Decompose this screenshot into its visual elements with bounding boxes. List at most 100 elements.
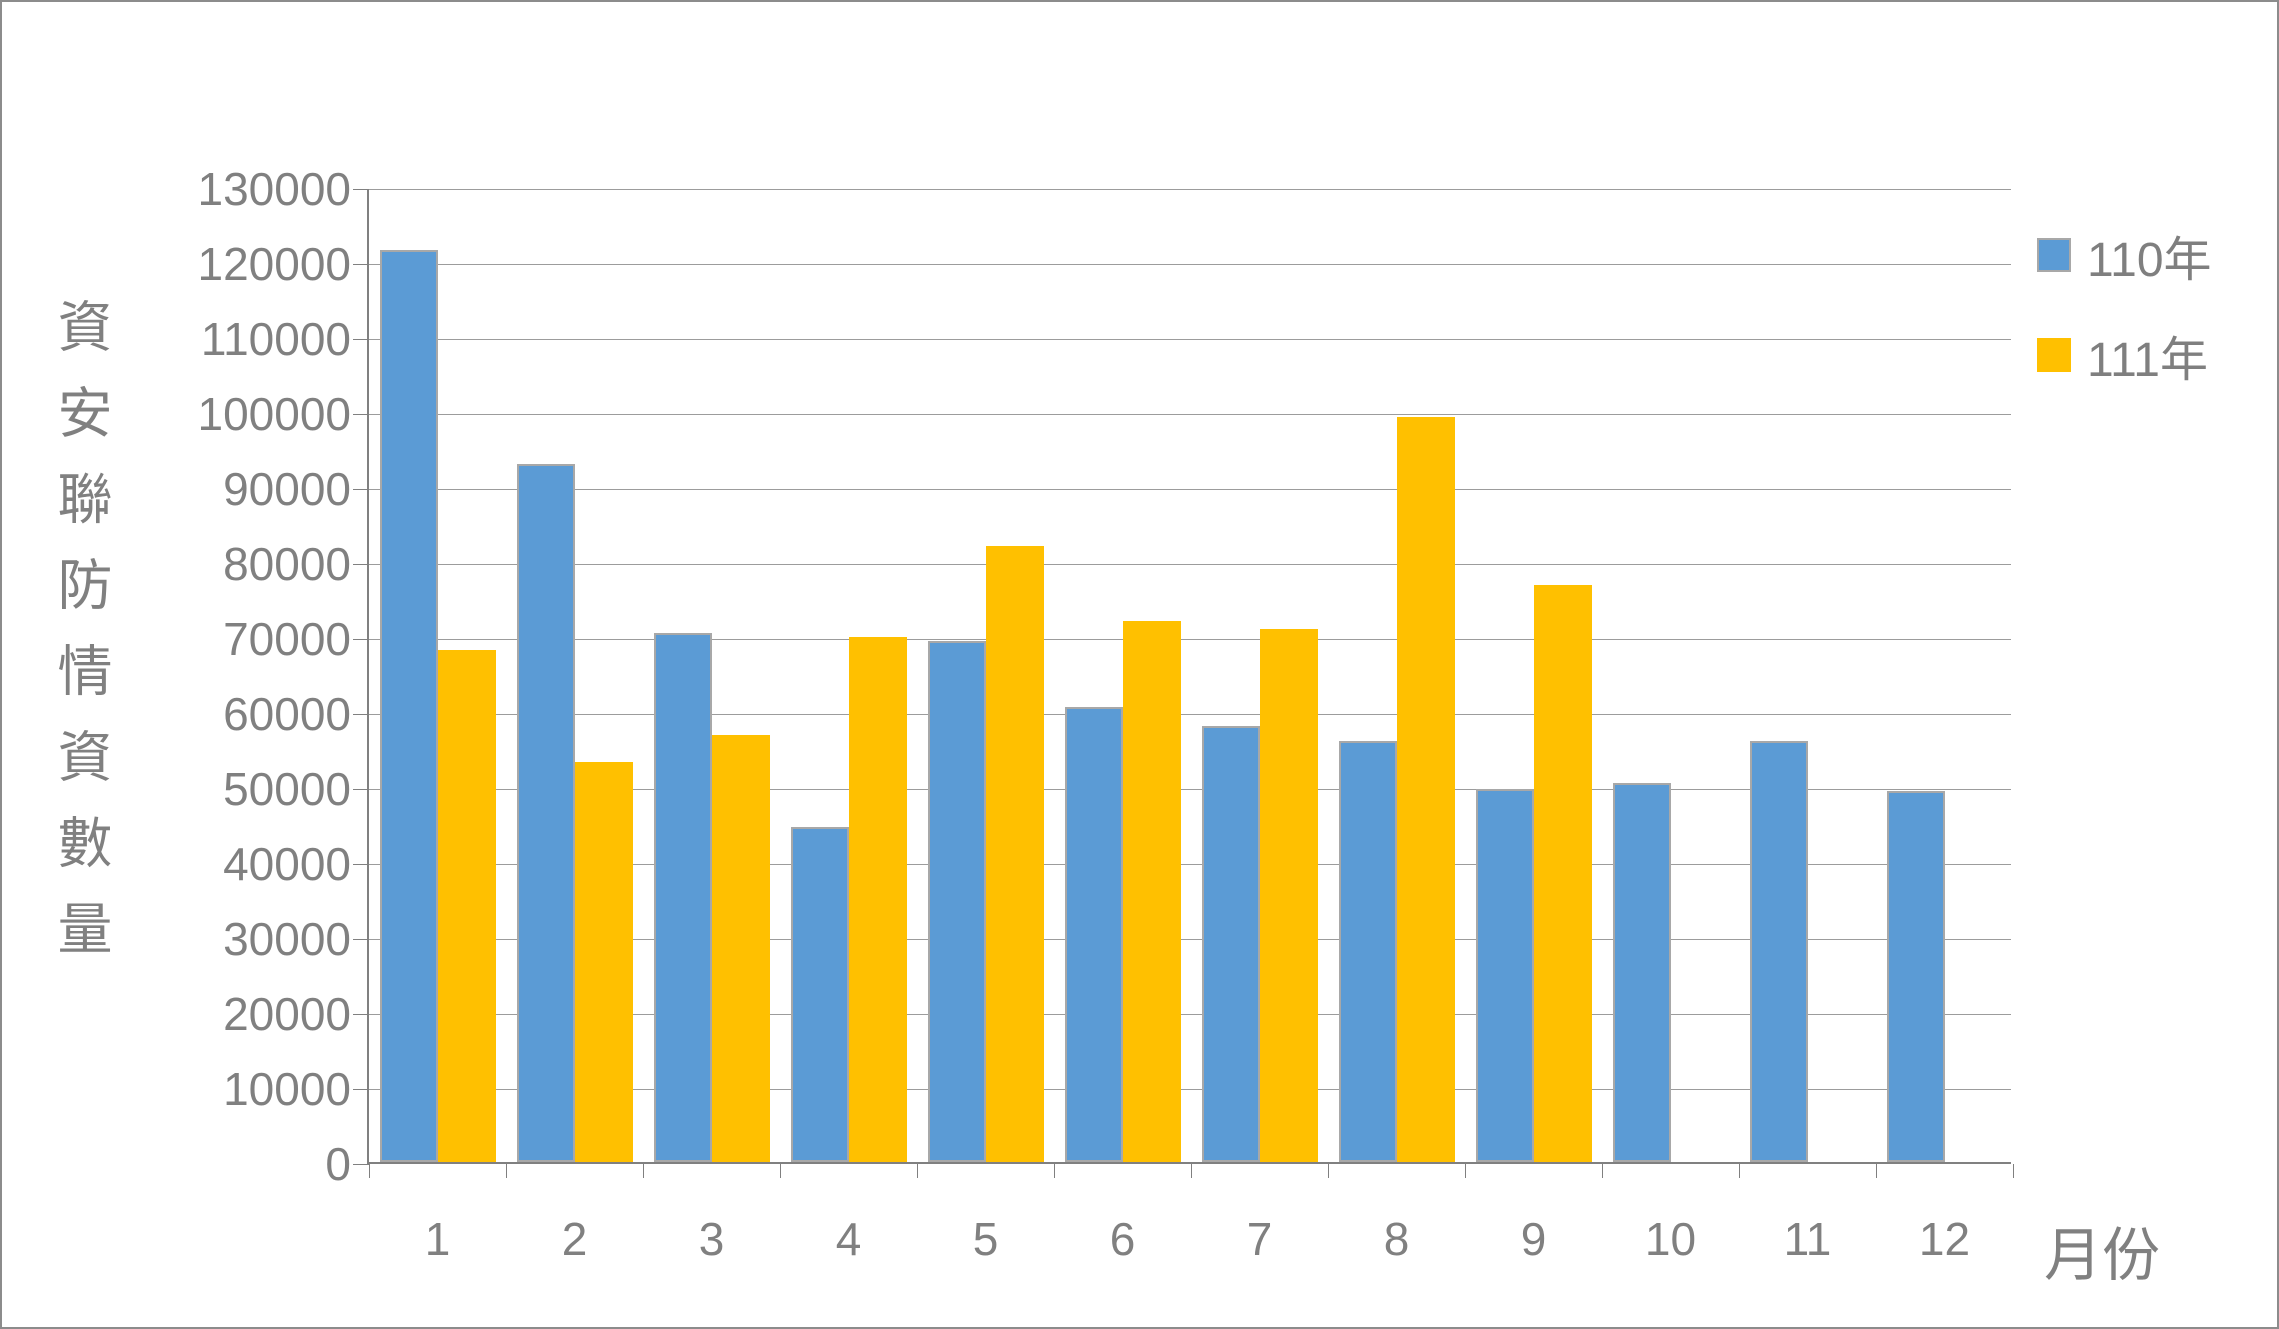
x-tick-mark — [642, 1164, 644, 1178]
y-tick-label: 30000 — [223, 913, 351, 965]
x-tick-label: 12 — [1918, 1213, 1971, 1265]
y-tick-mark — [353, 563, 369, 565]
bar-group — [369, 189, 506, 1162]
legend-swatch-1 — [2037, 338, 2071, 372]
x-tick-mark — [368, 1164, 370, 1178]
gridline — [369, 488, 2011, 490]
y-axis-title: 資安聯防情資數量 — [49, 298, 111, 986]
x-tick-mark — [1327, 1164, 1329, 1178]
y-tick-mark — [353, 1163, 369, 1165]
x-tick-mark — [1190, 1164, 1192, 1178]
x-tick-label: 5 — [972, 1213, 999, 1265]
y-tick-label: 80000 — [223, 538, 351, 590]
bar-s0-m4 — [790, 826, 849, 1162]
x-axis-title: 月份 — [2044, 1223, 2161, 1288]
bar-group — [1054, 189, 1191, 1162]
bar-s1-m9 — [1533, 584, 1592, 1162]
gridline — [369, 188, 2011, 190]
legend-label-1: 111年 — [2087, 334, 2208, 387]
x-tick-mark — [1875, 1164, 1877, 1178]
y-tick-mark — [353, 1013, 369, 1015]
y-tick-label: 110000 — [200, 313, 351, 365]
x-tick-mark — [1738, 1164, 1740, 1178]
y-tick-mark — [353, 338, 369, 340]
bar-group — [1876, 189, 2013, 1162]
bar-group — [1739, 189, 1876, 1162]
y-tick-mark — [353, 938, 369, 940]
legend-label-0: 110年 — [2087, 234, 2212, 287]
x-tick-label: 1 — [424, 1213, 451, 1265]
x-tick-label: 7 — [1246, 1213, 1273, 1265]
y-tick-label: 20000 — [223, 988, 351, 1040]
bar-s0-m12 — [1886, 790, 1945, 1162]
gridline — [369, 563, 2011, 565]
y-tick-mark — [353, 263, 369, 265]
bar-s1-m4 — [848, 637, 907, 1162]
y-tick-mark — [353, 713, 369, 715]
y-tick-label: 0 — [325, 1138, 351, 1190]
x-tick-label: 11 — [1783, 1213, 1832, 1265]
bar-s0-m11 — [1749, 740, 1808, 1162]
legend-item-0: 110年 — [2037, 220, 2212, 290]
bar-s1-m2 — [574, 761, 633, 1162]
bar-group — [506, 189, 643, 1162]
bar-s0-m3 — [653, 633, 712, 1162]
x-tick-label: 2 — [561, 1213, 588, 1265]
bar-s0-m10 — [1612, 783, 1671, 1162]
x-tick-mark — [779, 1164, 781, 1178]
x-tick-mark — [1464, 1164, 1466, 1178]
x-tick-label: 9 — [1520, 1213, 1547, 1265]
x-tick-label: 10 — [1644, 1213, 1697, 1265]
gridline — [369, 863, 2011, 865]
plot-area: 0 10000 20000 30000 40000 50000 60000 70000 8000… — [198, 163, 2014, 1265]
bar-s1-m5 — [985, 546, 1044, 1162]
y-tick-label: 70000 — [223, 613, 351, 665]
x-tick-mark — [505, 1164, 507, 1178]
y-tick-mark — [353, 188, 369, 190]
gridline — [369, 1088, 2011, 1090]
gridline — [369, 638, 2011, 640]
gridline — [369, 938, 2011, 940]
bar-group — [1465, 189, 1602, 1162]
y-tick-label: 50000 — [223, 763, 351, 815]
bar-s1-m6 — [1122, 620, 1181, 1162]
bar-s0-m7 — [1201, 726, 1260, 1162]
bar-s0-m6 — [1064, 706, 1123, 1162]
y-tick-mark — [353, 1088, 369, 1090]
y-tick-label: 90000 — [223, 463, 351, 515]
gridline — [369, 263, 2011, 265]
bar-group — [643, 189, 780, 1162]
bar-s0-m5 — [927, 640, 986, 1162]
x-tick-label: 3 — [698, 1213, 725, 1265]
legend-item-1: 111年 — [2037, 320, 2212, 390]
y-tick-label: 40000 — [223, 838, 351, 890]
x-tick-mark — [2012, 1164, 2014, 1178]
legend: 110年 111年 — [2037, 220, 2212, 390]
x-tick-mark — [1053, 1164, 1055, 1178]
y-tick-label: 60000 — [223, 688, 351, 740]
gridline — [369, 338, 2011, 340]
x-tick-label: 8 — [1383, 1213, 1410, 1265]
y-tick-mark — [353, 413, 369, 415]
x-tick-label: 6 — [1109, 1213, 1136, 1265]
gridline — [369, 713, 2011, 715]
bar-group — [917, 189, 1054, 1162]
bar-s1-m1 — [437, 649, 496, 1162]
x-tick-label: 4 — [835, 1213, 862, 1265]
bar-s0-m8 — [1338, 741, 1397, 1162]
y-tick-mark — [353, 788, 369, 790]
bar-s1-m3 — [711, 735, 770, 1162]
y-tick-label: 10000 — [223, 1063, 351, 1115]
y-tick-mark — [353, 488, 369, 490]
bar-group — [1191, 189, 1328, 1162]
y-tick-label: 100000 — [197, 388, 352, 440]
legend-swatch-0 — [2037, 238, 2071, 272]
x-tick-mark — [1601, 1164, 1603, 1178]
bar-s0-m9 — [1475, 789, 1534, 1162]
gridline — [369, 1013, 2011, 1015]
bar-s1-m7 — [1259, 628, 1318, 1162]
bar-s1-m8 — [1396, 416, 1455, 1162]
bar-s0-m2 — [516, 463, 575, 1162]
gridline — [369, 788, 2011, 790]
